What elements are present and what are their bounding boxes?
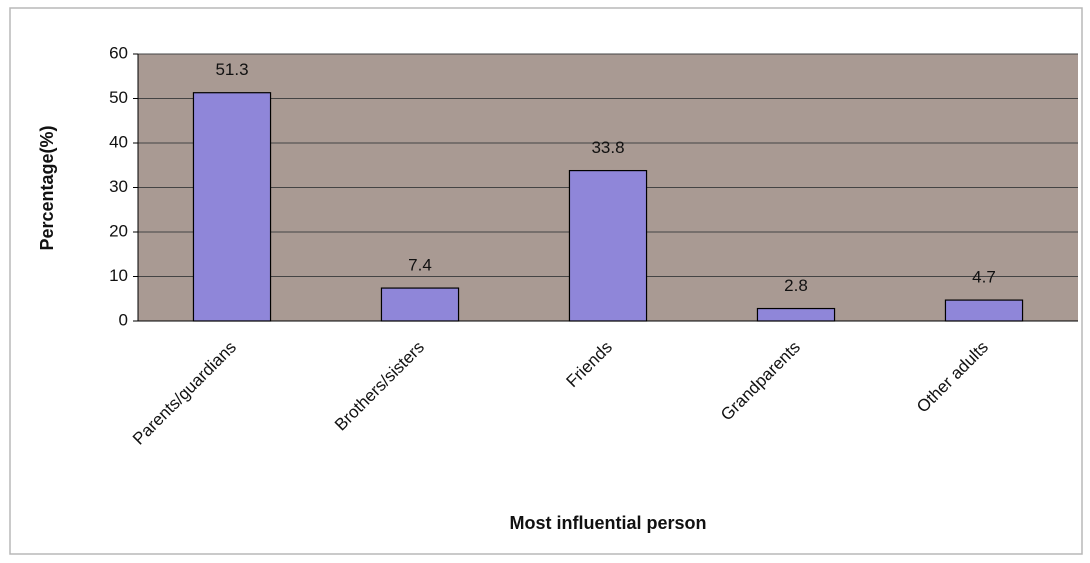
y-axis-title: Percentage(%) (37, 125, 57, 250)
bar (568, 169, 648, 322)
y-tick-label: 40 (109, 132, 128, 151)
bar (380, 287, 460, 322)
value-label: 2.8 (784, 276, 808, 295)
value-label: 33.8 (591, 138, 624, 157)
bar (756, 307, 836, 322)
value-label: 4.7 (972, 268, 996, 287)
bar (192, 92, 272, 322)
y-tick-label: 60 (109, 43, 128, 62)
bar (944, 299, 1024, 322)
value-label: 7.4 (408, 256, 432, 275)
value-label: 51.3 (215, 60, 248, 79)
y-tick-label: 50 (109, 88, 128, 107)
y-tick-label: 0 (119, 310, 128, 329)
y-tick-label: 10 (109, 266, 128, 285)
x-axis-title: Most influential person (509, 513, 706, 533)
y-tick-label: 20 (109, 221, 128, 240)
y-tick-label: 30 (109, 177, 128, 196)
